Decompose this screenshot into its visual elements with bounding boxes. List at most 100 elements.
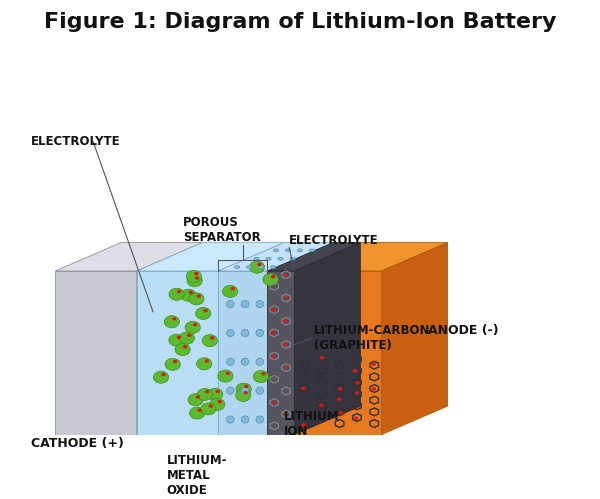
Circle shape	[271, 275, 275, 278]
Ellipse shape	[278, 257, 283, 260]
Circle shape	[320, 356, 325, 359]
Circle shape	[189, 291, 193, 294]
Circle shape	[205, 390, 209, 393]
Ellipse shape	[241, 387, 249, 394]
Circle shape	[218, 370, 233, 382]
Circle shape	[301, 423, 306, 427]
Ellipse shape	[241, 329, 249, 337]
Circle shape	[200, 403, 216, 415]
Circle shape	[253, 371, 269, 383]
Polygon shape	[268, 243, 333, 435]
Text: LITHIUM
ION: LITHIUM ION	[284, 410, 340, 438]
Ellipse shape	[266, 257, 271, 260]
Circle shape	[154, 371, 169, 383]
Circle shape	[183, 345, 187, 348]
Circle shape	[271, 331, 275, 334]
Ellipse shape	[247, 265, 252, 268]
Circle shape	[236, 383, 251, 395]
Ellipse shape	[241, 416, 249, 423]
Circle shape	[284, 273, 288, 276]
Circle shape	[250, 261, 265, 273]
Ellipse shape	[235, 265, 240, 268]
Circle shape	[215, 390, 220, 393]
Circle shape	[193, 323, 197, 326]
Text: POROUS
SEPARATOR: POROUS SEPARATOR	[183, 216, 261, 244]
Ellipse shape	[227, 300, 234, 308]
Polygon shape	[137, 243, 203, 435]
Ellipse shape	[256, 300, 263, 308]
Polygon shape	[218, 243, 333, 271]
Circle shape	[283, 343, 287, 346]
Polygon shape	[137, 243, 284, 271]
Circle shape	[187, 333, 191, 337]
Circle shape	[301, 387, 305, 390]
Circle shape	[172, 317, 176, 321]
Polygon shape	[295, 271, 382, 435]
Circle shape	[236, 389, 251, 401]
Circle shape	[203, 309, 208, 312]
Text: Figure 1: Diagram of Lithium-Ion Battery: Figure 1: Diagram of Lithium-Ion Battery	[44, 12, 556, 32]
Ellipse shape	[297, 249, 303, 252]
Circle shape	[188, 394, 203, 406]
Text: CATHODE (+): CATHODE (+)	[31, 437, 124, 450]
Circle shape	[355, 391, 359, 394]
Circle shape	[197, 358, 212, 370]
Circle shape	[165, 358, 181, 370]
Circle shape	[257, 262, 262, 266]
Text: LITHIUM-
METAL
OXIDE: LITHIUM- METAL OXIDE	[167, 454, 227, 497]
Text: LITHIUM-CARBON
(GRAPHITE): LITHIUM-CARBON (GRAPHITE)	[314, 324, 430, 352]
Ellipse shape	[227, 387, 234, 394]
Circle shape	[197, 294, 201, 298]
Ellipse shape	[271, 265, 276, 268]
Circle shape	[263, 273, 278, 285]
Ellipse shape	[241, 300, 249, 308]
Ellipse shape	[227, 416, 234, 423]
Circle shape	[177, 336, 181, 339]
Polygon shape	[295, 243, 361, 435]
Circle shape	[371, 362, 376, 366]
Circle shape	[284, 296, 289, 300]
Circle shape	[202, 335, 217, 347]
Circle shape	[338, 411, 343, 415]
Ellipse shape	[274, 249, 279, 252]
Text: ELECTROLYTE: ELECTROLYTE	[31, 135, 120, 148]
Circle shape	[353, 369, 357, 373]
Circle shape	[205, 359, 209, 363]
Polygon shape	[218, 243, 284, 435]
Circle shape	[319, 403, 323, 407]
Polygon shape	[55, 243, 203, 271]
Circle shape	[208, 388, 223, 400]
Ellipse shape	[309, 249, 314, 252]
Polygon shape	[382, 243, 448, 435]
Ellipse shape	[256, 387, 263, 394]
Ellipse shape	[227, 329, 234, 337]
Circle shape	[338, 387, 343, 391]
Text: ELECTROLYTE: ELECTROLYTE	[289, 235, 379, 248]
Circle shape	[195, 276, 199, 280]
Ellipse shape	[290, 257, 295, 260]
Circle shape	[179, 332, 194, 344]
Ellipse shape	[227, 358, 234, 365]
Circle shape	[187, 275, 202, 287]
Circle shape	[177, 290, 181, 293]
Polygon shape	[218, 271, 268, 435]
Circle shape	[218, 400, 222, 403]
Circle shape	[161, 373, 166, 376]
Circle shape	[354, 416, 358, 420]
Ellipse shape	[241, 358, 249, 365]
Circle shape	[169, 334, 184, 346]
Circle shape	[181, 289, 196, 301]
Circle shape	[164, 316, 179, 328]
Circle shape	[190, 407, 205, 419]
Circle shape	[196, 395, 200, 399]
Circle shape	[223, 285, 238, 297]
Circle shape	[194, 272, 199, 275]
Ellipse shape	[256, 358, 263, 365]
Circle shape	[244, 391, 248, 394]
Circle shape	[371, 387, 376, 391]
Circle shape	[209, 404, 213, 408]
Circle shape	[196, 307, 211, 319]
Circle shape	[261, 372, 266, 375]
Circle shape	[337, 398, 341, 401]
Ellipse shape	[286, 249, 291, 252]
